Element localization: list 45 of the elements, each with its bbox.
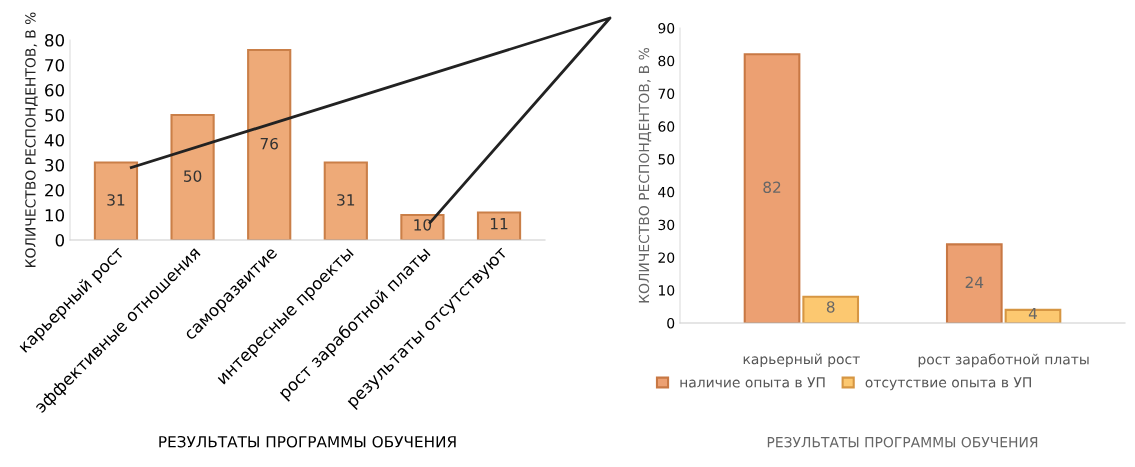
bar xyxy=(247,48,292,240)
y-tick-label: 10 xyxy=(45,208,65,222)
bar xyxy=(945,243,1003,323)
x-tick-label: карьерный рост xyxy=(743,353,860,367)
y-tick-label: 60 xyxy=(45,83,65,97)
bar xyxy=(323,161,368,240)
data-label: 24 xyxy=(965,276,984,288)
y-tick-label: 20 xyxy=(45,183,65,197)
x-tick-label: рост заработной платы xyxy=(918,353,1089,368)
y-tick-label: 70 xyxy=(658,88,675,100)
bar xyxy=(802,295,860,323)
y-tick-label: 10 xyxy=(658,285,675,296)
legend-label: отсутствие опыта в УП xyxy=(865,377,1031,391)
y-tick-label: 40 xyxy=(658,186,675,198)
y-tick-label: 0 xyxy=(55,233,65,247)
bar xyxy=(743,53,801,323)
y-tick-label: 0 xyxy=(667,317,675,329)
y-tick-label: 40 xyxy=(44,133,65,147)
y-tick-label: 60 xyxy=(658,121,675,132)
y-tick-label: 90 xyxy=(658,22,675,34)
data-label: 4 xyxy=(1028,307,1037,320)
y-axis-title: КОЛИЧЕСТВО РЕСПОНДЕНТОВ, В % xyxy=(638,47,652,303)
y-tick-label: 80 xyxy=(658,55,675,67)
bar xyxy=(93,161,139,240)
bar xyxy=(476,211,522,240)
data-label: 10 xyxy=(414,219,432,231)
bar xyxy=(170,113,215,240)
y-tick-label: 70 xyxy=(45,58,65,72)
data-label: 31 xyxy=(337,194,355,206)
data-label: 8 xyxy=(826,301,835,313)
data-label: 82 xyxy=(763,181,781,194)
y-tick-label: 80 xyxy=(45,33,65,47)
y-tick-label: 50 xyxy=(45,108,65,122)
data-label: 76 xyxy=(260,137,278,150)
data-label: 50 xyxy=(184,170,202,182)
y-tick-label: 50 xyxy=(658,154,675,165)
legend-label: наличие опыта в УП xyxy=(680,377,825,388)
data-label: 11 xyxy=(490,218,508,230)
y-axis-title: КОЛИЧЕСТВО РЕСПОНДЕНТОВ, В % xyxy=(25,12,38,267)
data-label: 31 xyxy=(107,194,125,206)
x-axis-title: РЕЗУЛЬТАТЫ ПРОГРАММЫ ОБУЧЕНИЯ xyxy=(159,435,456,448)
y-tick-label: 20 xyxy=(658,252,675,263)
y-tick-label: 30 xyxy=(658,219,675,231)
x-axis-title: РЕЗУЛЬТАТЫ ПРОГРАММЫ ОБУЧЕНИЯ xyxy=(767,436,1038,448)
y-tick-label: 30 xyxy=(45,158,65,172)
